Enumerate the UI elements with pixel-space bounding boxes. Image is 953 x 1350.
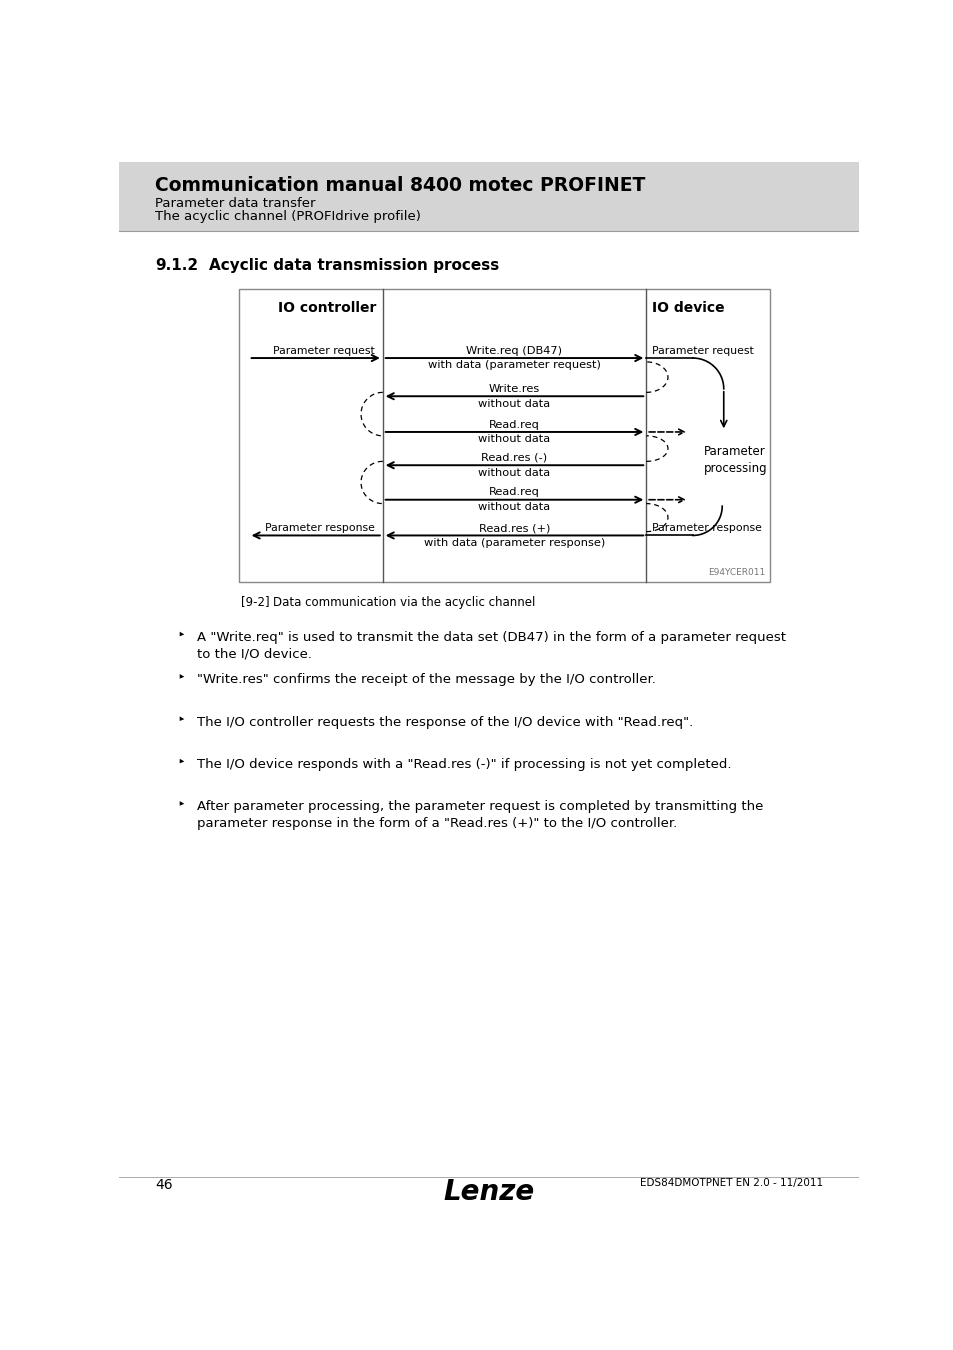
Text: without data: without data <box>478 435 550 444</box>
Text: 46: 46 <box>154 1179 172 1192</box>
Text: After parameter processing, the parameter request is completed by transmitting t: After parameter processing, the paramete… <box>196 801 762 830</box>
Text: Read.res (+): Read.res (+) <box>478 524 550 533</box>
Text: Acyclic data transmission process: Acyclic data transmission process <box>209 258 498 273</box>
Text: Parameter response: Parameter response <box>652 524 761 533</box>
Polygon shape <box>179 801 184 806</box>
Polygon shape <box>179 674 184 679</box>
Text: with data (parameter response): with data (parameter response) <box>423 537 604 548</box>
Text: Parameter data transfer: Parameter data transfer <box>154 197 315 211</box>
Polygon shape <box>179 759 184 763</box>
Text: [9-2]: [9-2] <box>241 595 270 609</box>
Text: The I/O controller requests the response of the I/O device with "Read.req".: The I/O controller requests the response… <box>196 716 692 729</box>
Text: E94YCER011: E94YCER011 <box>708 568 765 576</box>
Text: with data (parameter request): with data (parameter request) <box>428 360 600 370</box>
Text: A "Write.req" is used to transmit the data set (DB47) in the form of a parameter: A "Write.req" is used to transmit the da… <box>196 630 785 660</box>
Polygon shape <box>179 632 184 636</box>
Text: Parameter request: Parameter request <box>652 346 754 356</box>
Text: Write.req (DB47): Write.req (DB47) <box>466 346 562 356</box>
Text: Read.req: Read.req <box>489 487 539 497</box>
Bar <box>119 162 858 231</box>
Bar <box>239 289 769 582</box>
Text: IO controller: IO controller <box>278 301 376 315</box>
Text: Lenze: Lenze <box>443 1179 534 1207</box>
Text: EDS84DMOTPNET EN 2.0 - 11/2011: EDS84DMOTPNET EN 2.0 - 11/2011 <box>639 1179 822 1188</box>
Text: Read.req: Read.req <box>489 420 539 429</box>
Text: Parameter
processing: Parameter processing <box>703 444 767 475</box>
Text: IO device: IO device <box>652 301 724 315</box>
Polygon shape <box>179 717 184 721</box>
Text: The acyclic channel (PROFIdrive profile): The acyclic channel (PROFIdrive profile) <box>154 209 420 223</box>
Text: Parameter response: Parameter response <box>265 524 375 533</box>
Text: Parameter request: Parameter request <box>273 346 375 356</box>
Text: 9.1.2: 9.1.2 <box>154 258 198 273</box>
Text: "Write.res" confirms the receipt of the message by the I/O controller.: "Write.res" confirms the receipt of the … <box>196 674 655 686</box>
Text: Communication manual 8400 motec PROFINET: Communication manual 8400 motec PROFINET <box>154 176 644 194</box>
Text: Read.res (-): Read.res (-) <box>481 452 547 463</box>
Text: without data: without data <box>478 398 550 409</box>
Text: Write.res: Write.res <box>488 383 539 394</box>
Text: The I/O device responds with a "Read.res (-)" if processing is not yet completed: The I/O device responds with a "Read.res… <box>196 757 731 771</box>
Text: without data: without data <box>478 467 550 478</box>
Text: Data communication via the acyclic channel: Data communication via the acyclic chann… <box>274 595 536 609</box>
Text: without data: without data <box>478 502 550 512</box>
